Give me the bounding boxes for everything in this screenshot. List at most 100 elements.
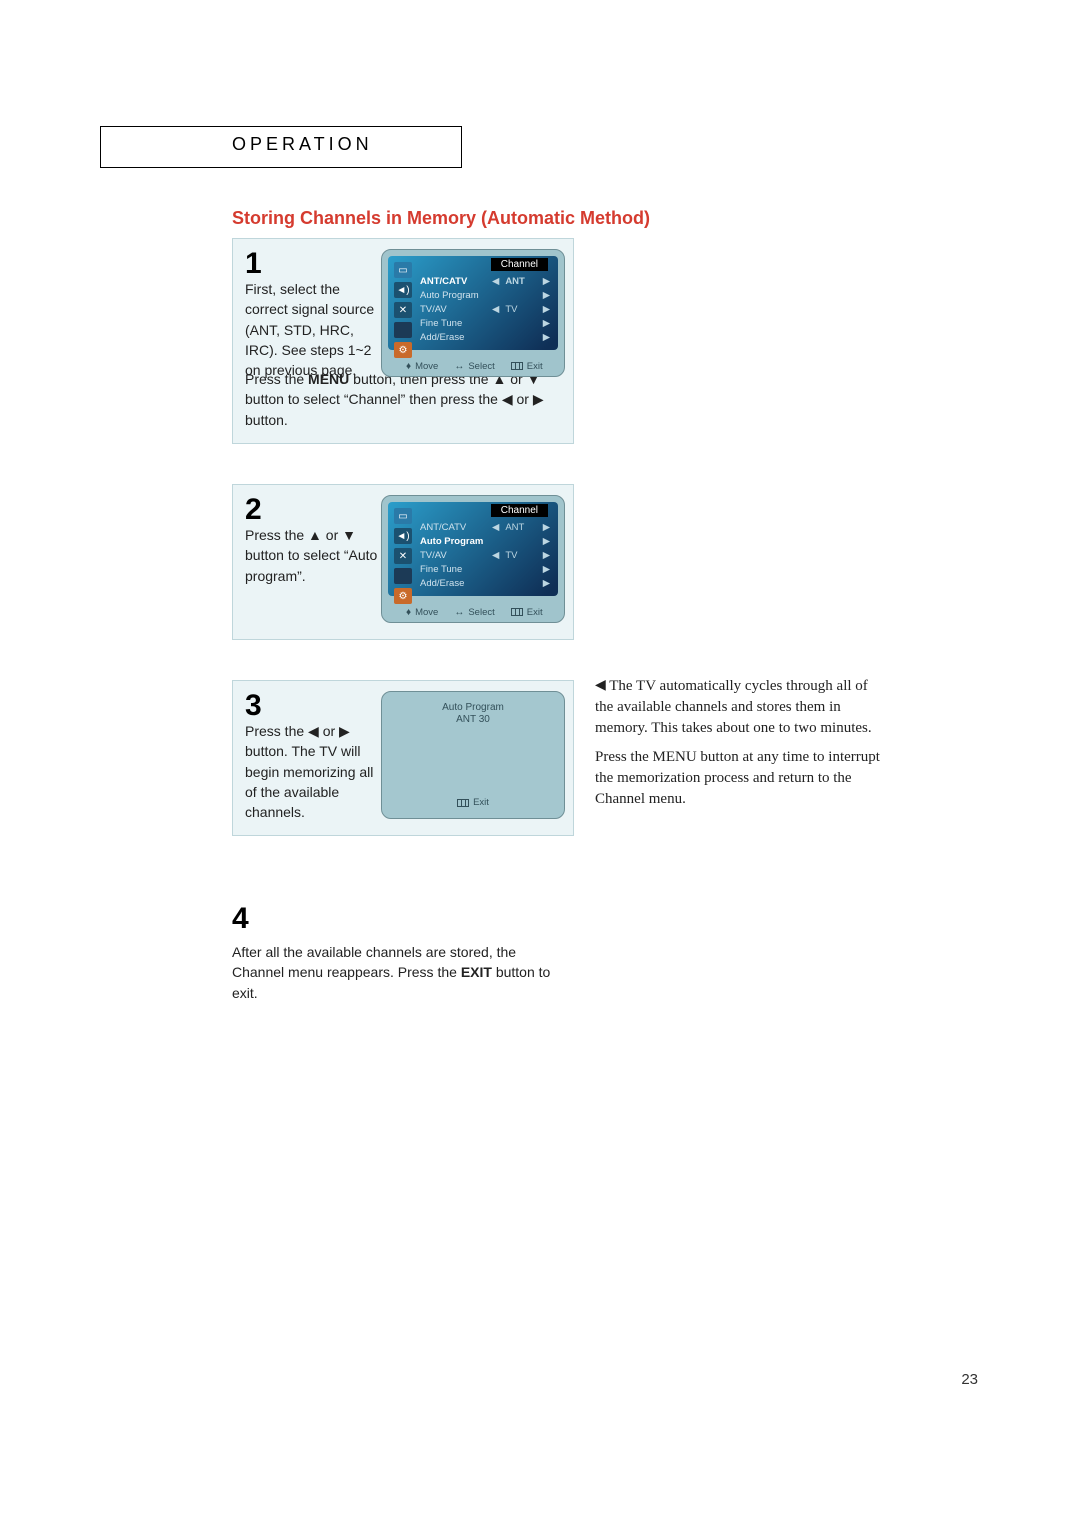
right-icon: ▶: [543, 318, 550, 329]
right-icon: ▶: [543, 578, 550, 589]
osd-step2-rows: ANT/CATV◀ANT▶Auto Program▶TV/AV◀TV▶Fine …: [420, 520, 550, 590]
osd-row: Auto Program ▶: [420, 534, 550, 548]
osd-row-label: Fine Tune: [420, 318, 486, 329]
osd-row-value: ANT: [505, 522, 533, 533]
right-icon: ▶: [543, 304, 550, 315]
osd-row: Auto Program ▶: [420, 288, 550, 302]
osd3-exit-label: Exit: [473, 797, 489, 808]
osd-footer: ♦ Move ↔ Select Exit: [382, 602, 564, 622]
right-icon: ▶: [543, 536, 550, 547]
down-icon: ▼: [342, 527, 356, 543]
osd-row-label: ANT/CATV: [420, 522, 486, 533]
osd-row-label: ANT/CATV: [420, 276, 486, 287]
step-2-text-end: button to select “Auto program”.: [245, 547, 377, 583]
sidenote-p1-text: The TV automatically cycles through all …: [595, 678, 872, 736]
step-2-text-mid: or: [322, 527, 342, 543]
osd-footer-move: Move: [415, 607, 438, 618]
right-icon: ▶: [543, 564, 550, 575]
step-1-text-b-mid4: or: [513, 391, 533, 407]
osd-row: Fine Tune ▶: [420, 562, 550, 576]
osd-footer: ♦ Move ↔ Select Exit: [382, 356, 564, 376]
osd-row: TV/AV ◀ TV ▶: [420, 302, 550, 316]
step-3-text-pre: Press the: [245, 723, 308, 739]
osd-sound-icon: ◄): [394, 528, 412, 544]
osd-channel-icon: ✕: [394, 548, 412, 564]
osd-footer-exit: Exit: [527, 607, 543, 618]
sidenote-p2: Press the MENU button at any time to int…: [595, 747, 885, 810]
osd-row-value: ANT: [505, 276, 533, 287]
right-icon: ▶: [543, 290, 550, 301]
left-icon: ◀: [492, 550, 499, 561]
osd-step3: Auto Program ANT 30 Exit: [381, 691, 565, 819]
step-3-number: 3: [245, 689, 262, 723]
osd-step1-rows: ANT/CATV◀ANT▶Auto Program▶TV/AV◀TV▶Fine …: [420, 274, 550, 344]
step-3-text: Press the ◀ or ▶ button. The TV will beg…: [245, 721, 385, 822]
sidenote: ◀ The TV automatically cycles through al…: [595, 676, 885, 818]
right-icon: ▶: [543, 276, 550, 287]
osd3-footer: Exit: [382, 797, 564, 808]
osd-row-label: Add/Erase: [420, 332, 486, 343]
right-icon: ▶: [339, 723, 350, 739]
updown-icon: ♦: [406, 361, 411, 372]
osd-function-icon: [394, 568, 412, 584]
up-icon: ▲: [308, 527, 322, 543]
osd-title-badge: Channel: [491, 258, 548, 271]
osd-row: Add/Erase▶: [420, 330, 550, 344]
left-icon: ◀: [492, 522, 499, 533]
step-1-text-b: Press the MENU button, then press the ▲ …: [245, 369, 565, 430]
step-2-text: Press the ▲ or ▼ button to select “Auto …: [245, 525, 385, 586]
osd-row: Fine Tune ▶: [420, 316, 550, 330]
step-1-number: 1: [245, 247, 262, 281]
exit-box-icon: [511, 362, 523, 370]
osd-title-badge: Channel: [491, 504, 548, 517]
right-icon: ▶: [533, 391, 544, 407]
osd-footer-move: Move: [415, 361, 438, 372]
osd-step2: Channel ▭ ◄) ✕ ⚙ ANT/CATV◀ANT▶Auto Progr…: [381, 495, 565, 623]
left-icon: ◀: [492, 276, 499, 287]
osd-function-icon: [394, 322, 412, 338]
page-heading: Storing Channels in Memory (Automatic Me…: [232, 208, 650, 229]
osd-picture-icon: ▭: [394, 508, 412, 524]
osd-footer-select: Select: [468, 361, 494, 372]
step-4-text-exit: EXIT: [461, 964, 492, 980]
osd-row-value: TV: [505, 304, 533, 315]
osd-row-label: Add/Erase: [420, 578, 486, 589]
osd-icon-column: ▭ ◄) ✕ ⚙: [394, 262, 414, 358]
osd-row-label: Auto Program: [420, 536, 486, 547]
step-1-text-b-mid3: button to select “Channel” then press th…: [245, 391, 502, 407]
osd-row: ANT/CATV◀ANT▶: [420, 520, 550, 534]
sidenote-p1: ◀ The TV automatically cycles through al…: [595, 676, 885, 739]
osd-row-label: TV/AV: [420, 550, 486, 561]
page: OPERATION Storing Channels in Memory (Au…: [0, 0, 1080, 1528]
step-3-text-end: button. The TV will begin memorizing all…: [245, 743, 373, 820]
updown-icon: ♦: [406, 607, 411, 618]
step-1-text-a: First, select the correct signal source …: [245, 279, 385, 380]
osd-row-label: TV/AV: [420, 304, 486, 315]
osd-step1-inner: Channel ▭ ◄) ✕ ⚙ ANT/CATV◀ANT▶Auto Progr…: [388, 256, 558, 350]
osd-footer-exit: Exit: [527, 361, 543, 372]
step-2-text-pre: Press the: [245, 527, 308, 543]
step-1-text-b-end: button.: [245, 412, 288, 428]
leftright-icon: ↔: [454, 607, 464, 618]
osd-footer-select: Select: [468, 607, 494, 618]
osd-row-label: Auto Program: [420, 290, 486, 301]
osd-step2-inner: Channel ▭ ◄) ✕ ⚙ ANT/CATV◀ANT▶Auto Progr…: [388, 502, 558, 596]
osd-picture-icon: ▭: [394, 262, 412, 278]
section-label: OPERATION: [232, 134, 373, 155]
osd3-subtitle: ANT 30: [382, 714, 564, 725]
exit-box-icon: [457, 799, 469, 807]
left-icon: ◀: [502, 391, 513, 407]
osd-icon-column: ▭ ◄) ✕ ⚙: [394, 508, 414, 604]
step-1-panel: 1 First, select the correct signal sourc…: [232, 238, 574, 444]
left-icon: ◀: [308, 723, 319, 739]
step-4-text: After all the available channels are sto…: [232, 942, 572, 1003]
step-4-block: 4 After all the available channels are s…: [232, 902, 572, 1003]
step-3-text-mid: or: [319, 723, 339, 739]
left-icon: ◀: [492, 304, 499, 315]
step-1-text-b-pre: Press the: [245, 371, 308, 387]
osd-row: ANT/CATV ◀ ANT ▶: [420, 274, 550, 288]
osd-row-label: Fine Tune: [420, 564, 486, 575]
osd-row: TV/AV◀TV▶: [420, 548, 550, 562]
leftright-icon: ↔: [454, 361, 464, 372]
right-icon: ▶: [543, 550, 550, 561]
